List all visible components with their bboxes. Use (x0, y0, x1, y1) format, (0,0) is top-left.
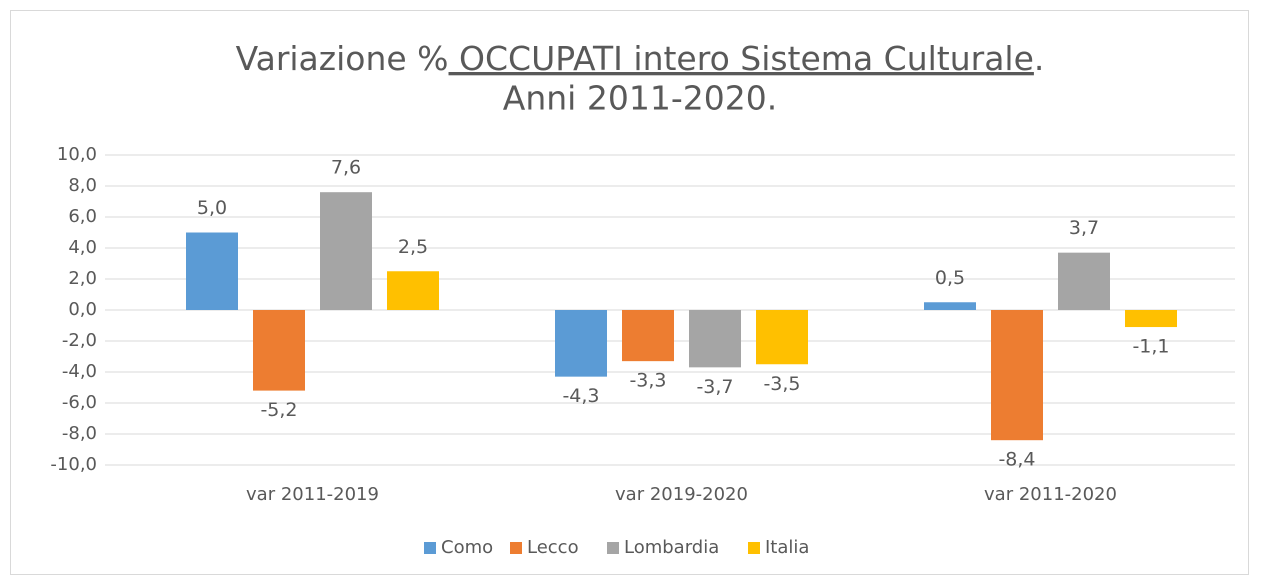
legend-label: Como (441, 537, 493, 558)
value-label: -3,5 (763, 373, 800, 395)
legend-label: Lombardia (624, 537, 719, 558)
y-tick-label: 10,0 (57, 144, 97, 165)
bar (320, 192, 372, 310)
bar (756, 310, 808, 365)
chart-subtitle: Anni 2011-2020. (503, 79, 777, 118)
value-label: -3,3 (629, 370, 666, 392)
y-tick-label: 6,0 (68, 206, 97, 227)
title-part: . (1034, 39, 1045, 78)
bar (1058, 252, 1110, 310)
value-label: 0,5 (935, 267, 965, 289)
bar (991, 310, 1043, 441)
y-tick-label: -8,0 (62, 423, 97, 444)
value-label: -4,3 (562, 385, 599, 407)
y-tick-label: -10,0 (50, 454, 97, 475)
y-tick-label: 8,0 (68, 175, 97, 196)
bar (253, 310, 305, 391)
y-tick-label: 0,0 (68, 299, 97, 320)
x-tick-label: var 2011-2020 (984, 484, 1117, 505)
value-label: 2,5 (398, 236, 428, 258)
bar (186, 232, 238, 310)
value-label: -3,7 (696, 376, 733, 398)
legend-swatch (510, 542, 522, 554)
value-label: 7,6 (331, 157, 361, 179)
chart-title: Variazione % OCCUPATI intero Sistema Cul… (236, 39, 1045, 78)
value-label: -8,4 (998, 449, 1035, 471)
legend-swatch (607, 542, 619, 554)
bar (924, 302, 976, 310)
bar (689, 310, 741, 368)
value-label: 5,0 (197, 197, 227, 219)
y-tick-label: -2,0 (62, 330, 97, 351)
bar (387, 271, 439, 310)
y-tick-label: -4,0 (62, 361, 97, 382)
x-tick-label: var 2011-2019 (246, 484, 379, 505)
bar (555, 310, 607, 377)
bar (1125, 310, 1177, 328)
y-tick-label: 4,0 (68, 237, 97, 258)
legend-swatch (748, 542, 760, 554)
y-tick-label: -6,0 (62, 392, 97, 413)
title-part: OCCUPATI intero Sistema Culturale (449, 39, 1034, 78)
title-part: Variazione % (236, 39, 449, 78)
value-label: -5,2 (260, 399, 297, 421)
value-label: -1,1 (1132, 336, 1169, 358)
legend-swatch (424, 542, 436, 554)
x-tick-label: var 2019-2020 (615, 484, 748, 505)
bar (622, 310, 674, 362)
y-tick-label: 2,0 (68, 268, 97, 289)
value-label: 3,7 (1069, 217, 1099, 239)
legend-label: Lecco (527, 537, 579, 558)
legend-label: Italia (765, 537, 809, 558)
